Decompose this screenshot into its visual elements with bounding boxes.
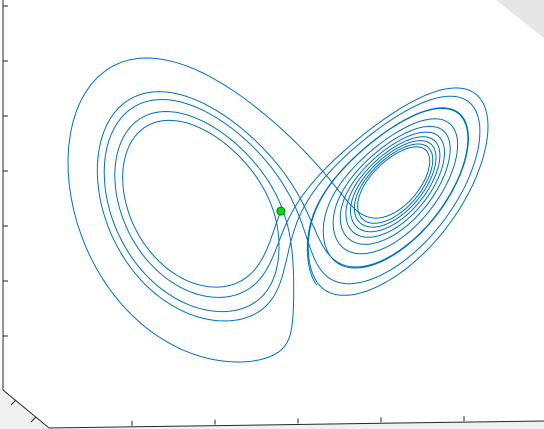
axis-ticks bbox=[3, 5, 465, 426]
series-trajectory-line bbox=[67, 57, 489, 363]
bottom-axis-tick bbox=[10, 399, 17, 406]
corner-shade bbox=[496, 0, 544, 38]
front-axis-edge bbox=[48, 420, 544, 429]
bottom-axis-edge bbox=[2, 389, 50, 429]
start-point-marker bbox=[276, 206, 286, 216]
bottom-axis-tick bbox=[30, 416, 37, 423]
